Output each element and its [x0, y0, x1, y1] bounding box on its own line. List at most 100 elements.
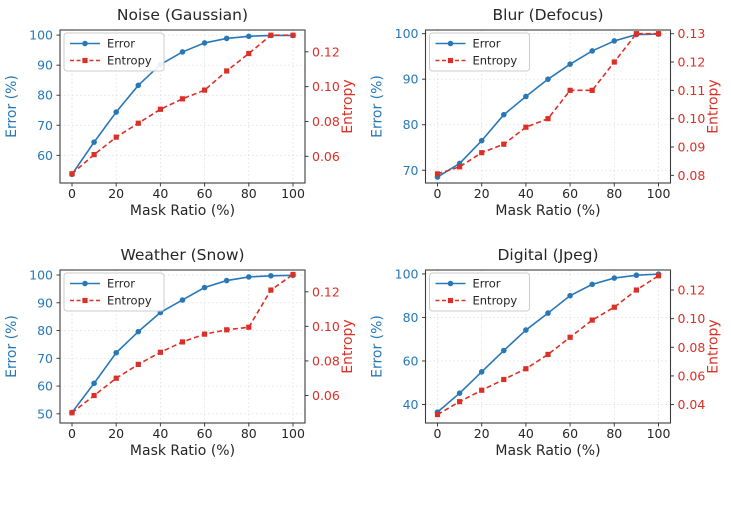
error-marker: [113, 349, 119, 356]
y-right-tick-label: 0.06: [678, 368, 706, 383]
y-right-tick-label: 0.10: [312, 319, 340, 334]
legend-box: [429, 32, 530, 72]
entropy-marker: [69, 410, 75, 416]
y-left-tick-label: 100: [395, 26, 419, 41]
error-marker: [611, 38, 618, 44]
entropy-marker: [246, 50, 252, 57]
error-marker: [201, 284, 208, 291]
axes-box: [59, 269, 306, 424]
error-marker: [223, 277, 230, 284]
error-marker: [501, 347, 507, 354]
entropy-marker: [589, 317, 595, 323]
chart-title: Noise (Gaussian): [117, 6, 248, 24]
entropy-marker: [246, 324, 252, 330]
legend-label: Error: [473, 277, 501, 291]
entropy-marker: [135, 361, 141, 367]
x-tick-label: 80: [241, 186, 257, 201]
y-right-tick-label: 0.12: [678, 55, 706, 70]
entropy-marker: [633, 31, 639, 37]
x-axis-label: Mask Ratio (%): [495, 203, 600, 219]
y-left-tick-label: 80: [403, 310, 419, 325]
y-right-tick-label: 0.13: [678, 26, 706, 41]
error-marker: [633, 272, 640, 279]
entropy-marker: [290, 32, 296, 38]
entropy-marker: [567, 334, 573, 340]
entropy-marker: [268, 32, 274, 38]
legend-sample-marker: [82, 57, 88, 64]
x-tick-label: 0: [68, 186, 76, 201]
error-marker: [545, 76, 551, 82]
error-marker: [179, 297, 186, 303]
y-right-tick-label: 0.10: [678, 111, 706, 126]
entropy-marker: [545, 116, 551, 122]
x-tick-label: 40: [152, 426, 168, 441]
y-right-tick-label: 0.08: [312, 114, 340, 129]
error-marker: [545, 310, 551, 316]
x-tick-label: 60: [562, 426, 578, 441]
subplot-digital-jpeg: 0 20 40 60 80 100 40 60 80 100 0.04 0.06 0.08 0.10 0.1…: [365, 240, 731, 470]
error-marker: [135, 82, 142, 89]
y-left-tick-label: 70: [403, 163, 419, 178]
y-left-tick-label: 60: [403, 353, 419, 368]
y-right-tick-label: 0.12: [312, 44, 340, 59]
y-left-tick-label: 70: [37, 351, 53, 366]
error-marker: [91, 139, 97, 145]
y-right-tick-label: 0.08: [312, 353, 340, 368]
y-right-tick-label: 0.10: [678, 311, 706, 326]
axes-box: [424, 269, 672, 424]
chart-noise-gaussian: 0 20 40 60 80 100 60 70 80 90 100 0.06 0.08 0.10 0.12 N…: [4, 6, 356, 219]
chart-weather-snow: 0 20 40 60 80 100 50 60 70 80 90 100 0.06 0.08 0.10 0.1…: [4, 246, 356, 459]
legend-box: [63, 32, 165, 72]
x-tick-label: 40: [518, 186, 534, 201]
x-tick-label: 20: [108, 186, 124, 201]
legend-sample-marker: [447, 40, 454, 47]
entropy-line: [71, 34, 293, 175]
legend-sample-marker: [447, 297, 454, 304]
entropy-marker: [457, 164, 463, 170]
legend-sample-marker: [447, 57, 454, 64]
entropy-marker: [179, 339, 186, 345]
entropy-marker: [157, 106, 163, 112]
chart-blur-defocus: 0 20 40 60 80 100 70 80 90 100 0.08 0.09 0.10 0.11 0.1…: [370, 6, 722, 219]
entropy-line: [437, 275, 659, 416]
entropy-marker: [224, 68, 230, 74]
y-axis-label-right: Entropy: [340, 79, 356, 133]
x-tick-label: 40: [152, 186, 168, 201]
x-tick-label: 20: [474, 186, 490, 201]
y-left-tick-label: 80: [37, 323, 53, 338]
y-left-tick-label: 80: [37, 88, 53, 103]
x-axis-label: Mask Ratio (%): [495, 443, 600, 459]
x-tick-label: 60: [197, 426, 213, 441]
y-left-tick-label: 90: [403, 72, 419, 87]
x-tick-label: 20: [108, 426, 124, 441]
entropy-marker: [479, 387, 485, 393]
x-tick-label: 80: [606, 186, 622, 201]
entropy-marker: [501, 141, 507, 147]
legend-box: [429, 272, 530, 312]
y-right-tick-label: 0.11: [678, 83, 706, 98]
error-marker: [501, 111, 507, 118]
entropy-marker: [113, 375, 119, 381]
x-tick-label: 0: [68, 426, 76, 441]
subplot-noise-gaussian: 0 20 40 60 80 100 60 70 80 90 100 0.06 0.08 0.10 0.12 N…: [0, 0, 365, 230]
y-right-tick-label: 0.09: [678, 140, 706, 155]
legend-label: Entropy: [473, 54, 518, 68]
x-tick-label: 0: [434, 186, 442, 201]
entropy-marker: [523, 366, 529, 372]
y-left-tick-label: 50: [37, 406, 53, 421]
entropy-marker: [545, 351, 551, 358]
legend-label: Entropy: [473, 294, 518, 308]
x-tick-label: 100: [281, 186, 305, 201]
axes-box: [59, 29, 306, 184]
x-tick-label: 100: [281, 426, 305, 441]
entropy-marker: [567, 87, 573, 93]
legend-label: Error: [107, 277, 135, 291]
error-marker: [478, 369, 485, 375]
x-tick-label: 60: [562, 186, 578, 201]
y-left-tick-label: 80: [403, 117, 419, 132]
y-right-tick-label: 0.08: [678, 168, 706, 183]
error-marker: [523, 327, 529, 333]
x-tick-label: 100: [647, 186, 671, 201]
entropy-marker: [268, 287, 274, 293]
y-right-tick-label: 0.12: [678, 283, 706, 298]
